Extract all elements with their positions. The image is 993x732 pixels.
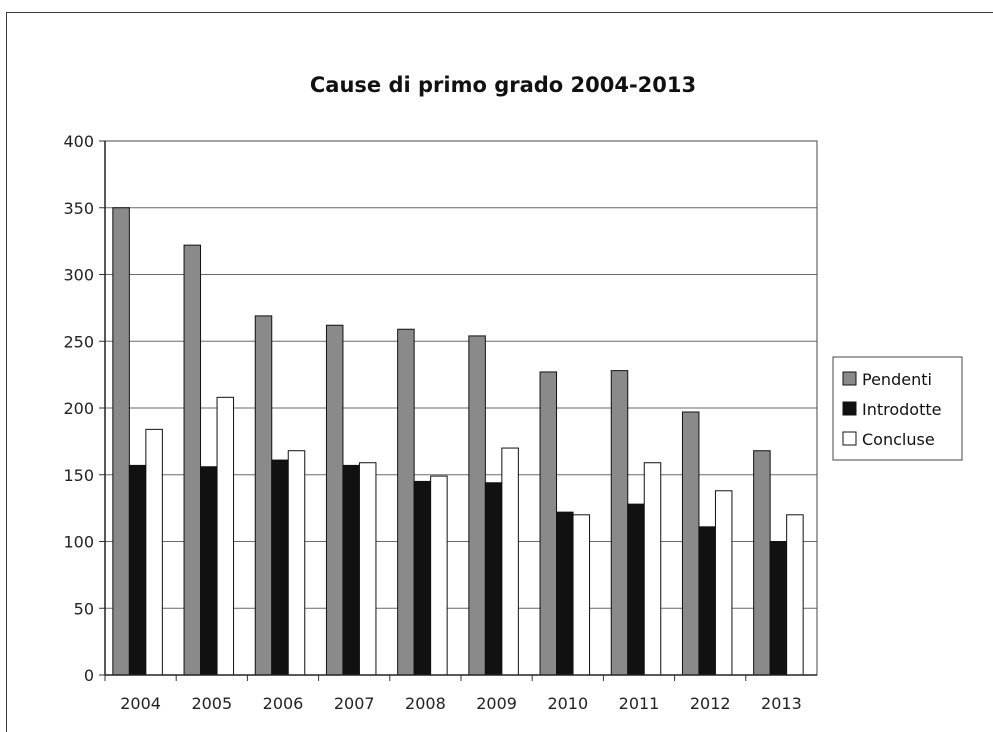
bar-pendenti-2009 (468, 335, 486, 676)
bar-concluse-2007 (358, 462, 377, 676)
bar-pendenti-2004 (112, 207, 130, 676)
x-tick-label: 2009 (476, 694, 517, 713)
y-tick-label: 400 (63, 132, 94, 151)
bar-pendenti-2006 (254, 315, 273, 676)
x-tick-label: 2006 (263, 694, 304, 713)
y-tick-label: 150 (63, 466, 94, 485)
x-tick-label: 2004 (120, 694, 161, 713)
y-tick-label: 250 (63, 332, 94, 351)
bar-concluse-2012 (714, 490, 733, 676)
bar-concluse-2009 (501, 447, 519, 676)
bar-introdotte-2013 (769, 541, 788, 676)
legend-label-pendenti: Pendenti (862, 370, 932, 389)
bar-pendenti-2010 (539, 371, 558, 676)
x-tick-label: 2010 (547, 694, 588, 713)
bar-concluse-2008 (430, 475, 448, 676)
legend-swatch-introdotte (842, 401, 857, 416)
y-tick-label: 50 (74, 599, 94, 618)
x-tick-label: 2012 (690, 694, 731, 713)
x-tick-label: 2007 (334, 694, 375, 713)
bar-pendenti-2007 (325, 324, 344, 676)
bar-concluse-2013 (786, 514, 804, 676)
bar-introdotte-2007 (342, 464, 360, 676)
x-tick-label: 2005 (191, 694, 232, 713)
y-tick-label: 350 (63, 199, 94, 218)
bar-introdotte-2012 (698, 526, 716, 676)
bar-pendenti-2008 (397, 328, 415, 676)
legend-swatch-concluse (842, 431, 857, 446)
x-tick-label: 2011 (619, 694, 660, 713)
y-tick-label: 300 (63, 266, 94, 285)
y-tick-label: 0 (84, 666, 94, 685)
legend-label-concluse: Concluse (862, 430, 935, 449)
bar-concluse-2004 (145, 428, 163, 676)
legend-swatch-pendenti (842, 371, 857, 386)
bar-introdotte-2008 (413, 480, 432, 676)
x-tick-label: 2013 (761, 694, 802, 713)
y-tick-label: 100 (63, 533, 94, 552)
bar-concluse-2011 (643, 462, 662, 676)
bar-introdotte-2006 (271, 459, 289, 676)
bar-introdotte-2011 (627, 503, 645, 676)
bar-concluse-2006 (287, 450, 306, 676)
y-tick-label: 200 (63, 399, 94, 418)
bar-introdotte-2004 (128, 464, 147, 676)
legend-label-introdotte: Introdotte (862, 400, 941, 419)
bar-pendenti-2012 (681, 411, 700, 676)
bar-introdotte-2005 (200, 466, 218, 676)
x-tick-label: 2008 (405, 694, 446, 713)
bar-pendenti-2005 (183, 244, 202, 676)
chart-title: Cause di primo grado 2004-2013 (310, 73, 696, 97)
bar-concluse-2010 (572, 514, 591, 676)
bar-concluse-2005 (216, 396, 235, 676)
plot-area: 0 50 100 150 200 250 300 350 400 2004 2005 2006 2007… (63, 132, 818, 713)
bar-introdotte-2010 (556, 511, 574, 676)
legend: Pendenti Introdotte Concluse (832, 356, 963, 461)
bar-pendenti-2011 (610, 370, 629, 676)
bar-introdotte-2009 (484, 482, 503, 676)
bar-pendenti-2013 (753, 450, 771, 676)
figure-frame (6, 12, 993, 732)
